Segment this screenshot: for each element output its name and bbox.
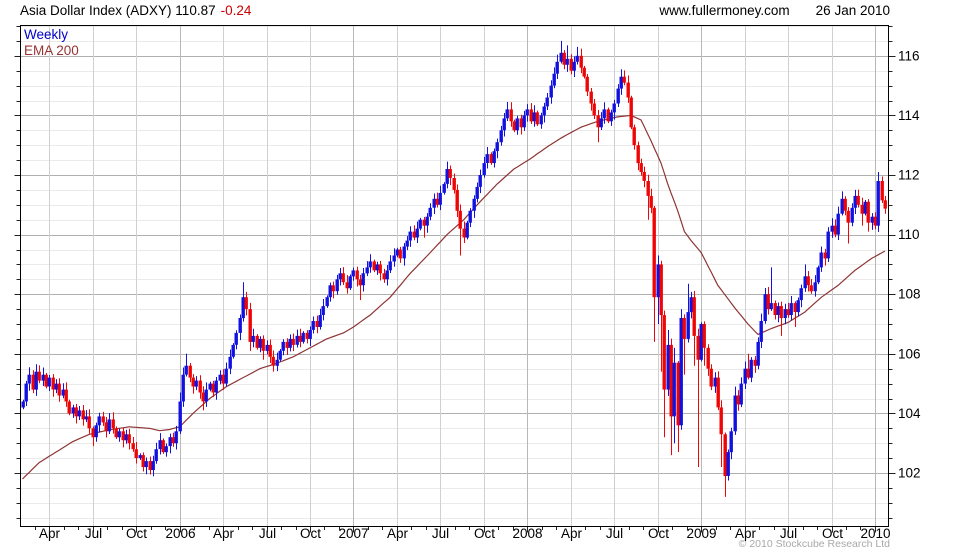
svg-text:116: 116 xyxy=(898,48,920,63)
svg-text:2010: 2010 xyxy=(860,526,890,541)
header-right: www.fullermoney.com 26 Jan 2010 xyxy=(659,3,890,18)
svg-text:110: 110 xyxy=(898,227,920,242)
svg-text:Apr: Apr xyxy=(213,526,235,541)
price-change: -0.24 xyxy=(220,3,252,18)
svg-text:Oct: Oct xyxy=(126,526,147,541)
svg-text:Jul: Jul xyxy=(780,526,797,541)
svg-text:Jul: Jul xyxy=(606,526,623,541)
svg-text:108: 108 xyxy=(898,287,921,302)
svg-text:Apr: Apr xyxy=(561,526,583,541)
timeframe-label: Weekly xyxy=(24,27,69,42)
svg-text:Apr: Apr xyxy=(735,526,757,541)
svg-text:2006: 2006 xyxy=(165,526,195,541)
instrument-and-price: Asia Dollar Index (ADXY) 110.87 xyxy=(20,3,216,18)
svg-text:Jul: Jul xyxy=(432,526,449,541)
svg-text:Apr: Apr xyxy=(39,526,61,541)
svg-text:Oct: Oct xyxy=(648,526,669,541)
svg-text:Oct: Oct xyxy=(822,526,843,541)
svg-text:112: 112 xyxy=(898,168,920,183)
chart-legend: Weekly EMA 200 xyxy=(24,27,79,59)
svg-text:106: 106 xyxy=(898,346,921,361)
chart-title: Asia Dollar Index (ADXY) 110.87 -0.24 xyxy=(20,3,251,18)
svg-text:2009: 2009 xyxy=(686,526,716,541)
svg-text:Jul: Jul xyxy=(85,526,102,541)
svg-text:104: 104 xyxy=(898,406,921,421)
svg-text:Jul: Jul xyxy=(259,526,276,541)
ema-label: EMA 200 xyxy=(24,43,79,58)
svg-text:114: 114 xyxy=(898,108,920,123)
svg-text:Apr: Apr xyxy=(387,526,409,541)
svg-text:2007: 2007 xyxy=(338,526,368,541)
date-label: 26 Jan 2010 xyxy=(815,3,890,18)
svg-text:Oct: Oct xyxy=(300,526,321,541)
svg-text:2008: 2008 xyxy=(512,526,542,541)
copyright-label: © 2010 Stockcube Research Ltd xyxy=(738,538,890,550)
svg-text:Oct: Oct xyxy=(474,526,495,541)
svg-text:102: 102 xyxy=(898,466,921,481)
website-label: www.fullermoney.com xyxy=(659,3,790,18)
